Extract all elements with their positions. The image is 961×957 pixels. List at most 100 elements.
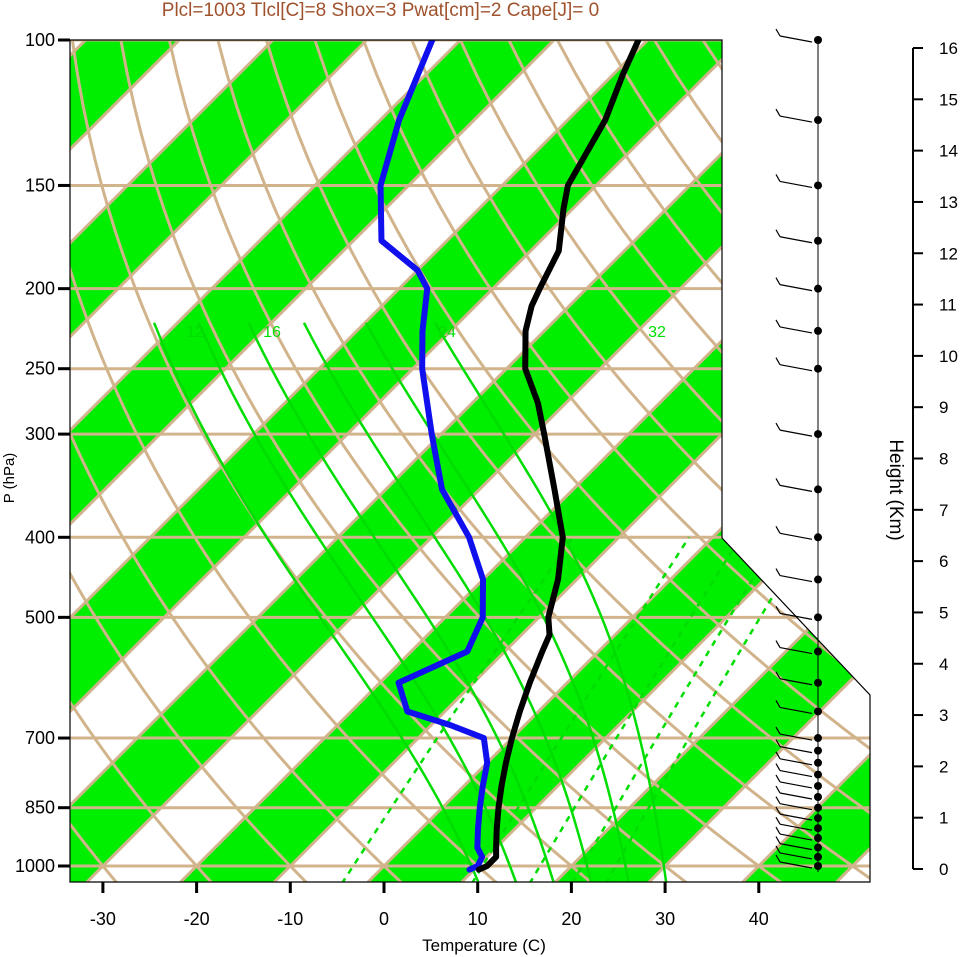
p-tick-label: 150 bbox=[25, 175, 55, 195]
p-tick-label: 200 bbox=[25, 279, 55, 299]
wind-barb bbox=[779, 843, 813, 851]
isotherm-band bbox=[70, 40, 742, 882]
dry-adiabat bbox=[70, 40, 404, 882]
isotherm-line bbox=[70, 40, 837, 882]
wind-barb bbox=[779, 758, 813, 766]
mixing-ratio-line bbox=[528, 536, 742, 882]
height-tick-label: 1 bbox=[939, 809, 948, 828]
height-tick-label: 15 bbox=[939, 90, 958, 109]
moist-adiabat bbox=[433, 322, 668, 882]
x-axis-label: Temperature (C) bbox=[422, 936, 546, 955]
temperature-profile bbox=[475, 40, 642, 873]
wind-barb bbox=[779, 236, 813, 244]
wind-level-dot bbox=[814, 284, 822, 293]
x-tick-label: -10 bbox=[277, 909, 303, 929]
dry-adiabat bbox=[410, 40, 870, 882]
wind-level-dot bbox=[814, 852, 822, 861]
height-tick-label: 5 bbox=[939, 603, 948, 622]
wind-barb bbox=[775, 836, 781, 844]
wind-barb bbox=[775, 726, 781, 735]
wind-level-dot bbox=[814, 792, 822, 801]
height-tick-label: 10 bbox=[939, 347, 958, 366]
wind-barb bbox=[779, 861, 813, 869]
wind-level-dot bbox=[814, 824, 822, 833]
wind-barb bbox=[779, 746, 813, 754]
wind-barb bbox=[775, 640, 781, 648]
mixing-ratio-label: 12 bbox=[186, 324, 204, 341]
wind-level-dot bbox=[814, 36, 822, 44]
wind-barb bbox=[779, 803, 813, 811]
wind-barb bbox=[775, 568, 781, 576]
isotherm-line bbox=[70, 40, 649, 882]
wind-level-dot bbox=[814, 116, 822, 125]
x-tick-label: 40 bbox=[749, 909, 769, 929]
wind-level-dot bbox=[814, 758, 822, 767]
wind-level-dot bbox=[814, 843, 822, 852]
wind-level-dot bbox=[814, 326, 822, 335]
isotherm-band bbox=[180, 40, 870, 882]
wind-level-dot bbox=[814, 734, 822, 743]
moist-adiabat bbox=[364, 322, 631, 882]
isotherm-line bbox=[648, 40, 870, 882]
wind-barb bbox=[775, 28, 781, 37]
wind-level-dot bbox=[814, 834, 822, 843]
isotherm-line bbox=[70, 40, 743, 882]
dry-adiabat bbox=[264, 40, 870, 882]
profiles bbox=[377, 40, 642, 873]
x-tick-label: -20 bbox=[184, 909, 210, 929]
p-tick-label: 300 bbox=[25, 424, 55, 444]
wind-barb bbox=[779, 706, 813, 715]
p-tick-label: 100 bbox=[25, 30, 55, 50]
height-tick-label: 16 bbox=[939, 39, 958, 58]
wind-barb bbox=[779, 833, 813, 841]
wind-barb bbox=[775, 774, 781, 783]
dry-adiabat bbox=[70, 40, 214, 882]
wind-barb bbox=[779, 792, 813, 800]
mixing-ratio-line bbox=[604, 536, 810, 882]
mixing-ratio-label: 32 bbox=[648, 324, 666, 341]
mixing-ratio-label: 16 bbox=[263, 324, 281, 341]
wind-level-dot bbox=[814, 781, 822, 790]
mixing-ratio-line bbox=[340, 536, 574, 882]
wind-barb bbox=[775, 229, 781, 238]
wind-barb bbox=[775, 796, 781, 804]
height-tick-label: 0 bbox=[939, 860, 948, 879]
height-tick-label: 12 bbox=[939, 244, 958, 263]
wind-barb bbox=[775, 751, 781, 760]
p-tick-label: 700 bbox=[25, 728, 55, 748]
wind-level-dot bbox=[814, 803, 822, 812]
wind-barb bbox=[779, 813, 813, 821]
wind-barb bbox=[779, 284, 813, 292]
wind-level-dot bbox=[814, 236, 822, 245]
wind-level-dot bbox=[814, 814, 822, 823]
dry-adiabat bbox=[216, 40, 870, 882]
x-tick-label: 10 bbox=[468, 909, 488, 929]
wind-barb bbox=[779, 612, 813, 620]
dry-adiabat bbox=[458, 40, 870, 882]
y-axis-label: P (hPa) bbox=[1, 453, 18, 504]
wind-barb bbox=[775, 763, 781, 771]
dry-adiabat bbox=[70, 40, 594, 882]
axes: 12 16 24 32-30 -20 -10 0 10 20 30 4010015020025030… bbox=[15, 30, 958, 929]
wind-barb bbox=[775, 606, 781, 614]
wind-barb bbox=[779, 484, 813, 492]
wind-barb bbox=[779, 678, 813, 686]
wind-barb bbox=[779, 115, 813, 123]
wind-barb bbox=[779, 532, 813, 540]
p-tick-label: 400 bbox=[25, 527, 55, 547]
p-tick-label: 250 bbox=[25, 359, 55, 379]
dry-adiabat bbox=[798, 40, 870, 882]
wind-barb bbox=[775, 478, 781, 486]
isotherm-line bbox=[70, 40, 462, 882]
isotherm-line bbox=[70, 40, 368, 882]
wind-barb bbox=[779, 326, 813, 334]
x-tick-label: -30 bbox=[90, 909, 116, 929]
wind-barb bbox=[775, 816, 781, 825]
isotherm-band bbox=[70, 40, 367, 882]
wind-barb bbox=[779, 429, 813, 437]
height-tick-label: 13 bbox=[939, 193, 958, 212]
mixing-ratio-line bbox=[570, 536, 780, 882]
isotherm-line bbox=[70, 40, 556, 882]
plot-frame bbox=[69, 39, 871, 883]
wind-barb bbox=[775, 785, 781, 794]
